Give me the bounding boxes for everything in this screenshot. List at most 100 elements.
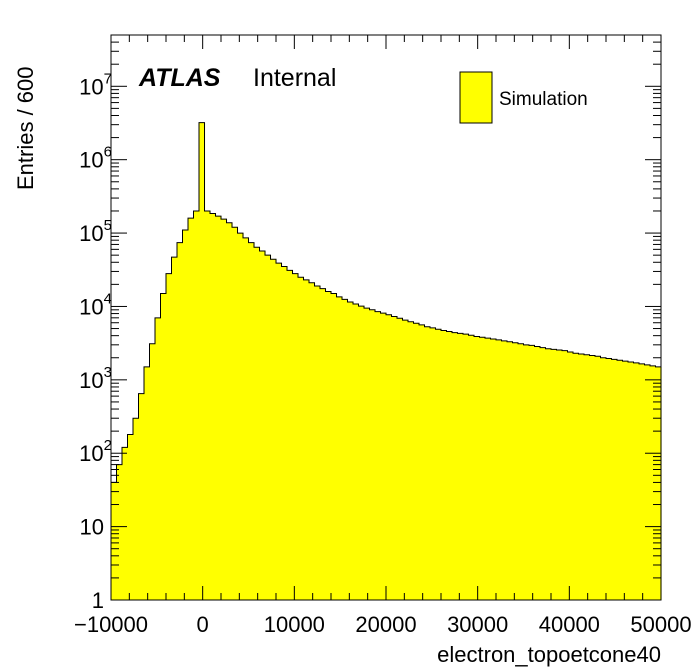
histogram-bin: [342, 299, 349, 600]
histogram-bin: [523, 344, 530, 600]
histogram-bin: [320, 288, 327, 600]
histogram-bin: [600, 357, 607, 600]
histogram-bin: [512, 342, 519, 600]
histogram-bin: [457, 333, 464, 600]
x-tick-label: 20000: [355, 612, 416, 637]
histogram-bin: [331, 293, 338, 600]
histogram-bin: [171, 257, 178, 600]
histogram-bin: [468, 335, 475, 600]
histogram-bin: [166, 273, 173, 600]
histogram-bin: [270, 259, 277, 600]
histogram-bin: [639, 363, 646, 600]
y-tick-label: 106: [79, 144, 112, 173]
histogram-bin: [545, 348, 552, 600]
histogram-bin: [281, 266, 288, 600]
histogram-bin: [474, 336, 481, 600]
histogram-bin: [556, 350, 563, 600]
histogram-bin: [276, 263, 283, 600]
histogram-bin: [435, 329, 442, 600]
histogram-bin: [430, 327, 437, 600]
histogram-bin: [496, 339, 503, 600]
histogram-bin: [397, 318, 404, 600]
histogram-bin: [589, 355, 596, 600]
x-axis-title: electron_topoetcone40: [437, 642, 661, 667]
histogram-bin: [650, 365, 657, 600]
histogram-bin: [254, 247, 261, 601]
histogram-bin: [364, 308, 371, 600]
histogram-bin: [177, 242, 184, 600]
histogram-bin: [562, 350, 569, 600]
histogram-bin: [644, 364, 651, 600]
histogram-bin: [622, 361, 629, 600]
histogram-bin: [111, 482, 118, 600]
y-tick-label: 10: [80, 515, 104, 540]
histogram-bin: [226, 222, 233, 601]
histogram-bin: [237, 233, 244, 600]
histogram-bin: [386, 314, 393, 600]
histogram-bin: [155, 317, 162, 600]
histogram-bin: [611, 359, 618, 600]
histogram-bin: [375, 311, 382, 600]
histogram-bin: [479, 337, 486, 600]
histogram-bin: [534, 346, 541, 600]
legend-swatch-simulation: [459, 71, 493, 124]
histogram-bin: [446, 331, 453, 600]
histogram-bin: [358, 306, 365, 600]
histogram-bin: [540, 347, 547, 600]
histogram-bin: [452, 332, 459, 600]
histogram-bin: [204, 210, 211, 601]
atlas-label: ATLAS: [138, 64, 221, 92]
histogram-bin: [529, 345, 536, 600]
histogram-bin: [518, 343, 525, 600]
histogram-bin: [265, 255, 272, 600]
histogram-bin: [199, 122, 206, 601]
histogram-bin: [193, 210, 200, 601]
x-tick-label: 30000: [447, 612, 508, 637]
histogram-bars: [110, 122, 662, 601]
histogram-bin: [507, 341, 514, 600]
histogram-bin: [122, 447, 129, 600]
histogram-bin: [160, 293, 167, 600]
histogram-bin: [584, 354, 591, 600]
histogram-outline: [110, 122, 662, 600]
histogram-bin: [292, 273, 299, 600]
x-tick-label: 10000: [264, 612, 325, 637]
histogram-bin: [413, 323, 420, 600]
x-tick-label: 50000: [630, 612, 691, 637]
histogram-bin: [391, 316, 398, 600]
y-tick-label: 103: [79, 364, 112, 393]
histogram-bin: [567, 351, 574, 600]
histogram-bin: [419, 324, 426, 600]
legend-label-simulation: Simulation: [499, 89, 588, 110]
x-tick-label: 40000: [539, 612, 600, 637]
histogram-bin: [221, 219, 228, 600]
histogram-bin: [215, 216, 222, 600]
y-tick-label: 1: [92, 588, 104, 613]
x-axis-ticks: −10000 0 10000 20000 30000 40000 50000: [74, 35, 692, 637]
atlas-suffix-label: Internal: [253, 64, 336, 92]
histogram-bin: [573, 353, 580, 600]
histogram-bin: [628, 362, 635, 600]
histogram-bin: [408, 321, 415, 600]
y-axis-title: Entries / 600: [13, 66, 38, 190]
histogram-bin: [314, 286, 321, 600]
histogram-bin: [606, 358, 613, 600]
histogram-bin: [617, 360, 624, 600]
histogram-bin: [287, 270, 294, 600]
histogram-bin: [336, 296, 343, 600]
y-tick-label: 107: [79, 70, 112, 99]
histogram-bin: [149, 343, 156, 600]
histogram-bin: [116, 464, 123, 600]
histogram-bin: [501, 340, 508, 600]
histogram-bin: [182, 230, 189, 600]
histogram-bin: [303, 279, 310, 600]
histogram-bin: [485, 338, 492, 600]
histogram-bin: [424, 326, 431, 600]
histogram-bin: [144, 366, 151, 600]
histogram-bin: [402, 320, 409, 600]
histogram-bin: [232, 227, 239, 600]
histogram-bin: [551, 349, 558, 600]
histogram-bin: [578, 354, 585, 600]
histogram-bin: [298, 277, 305, 600]
